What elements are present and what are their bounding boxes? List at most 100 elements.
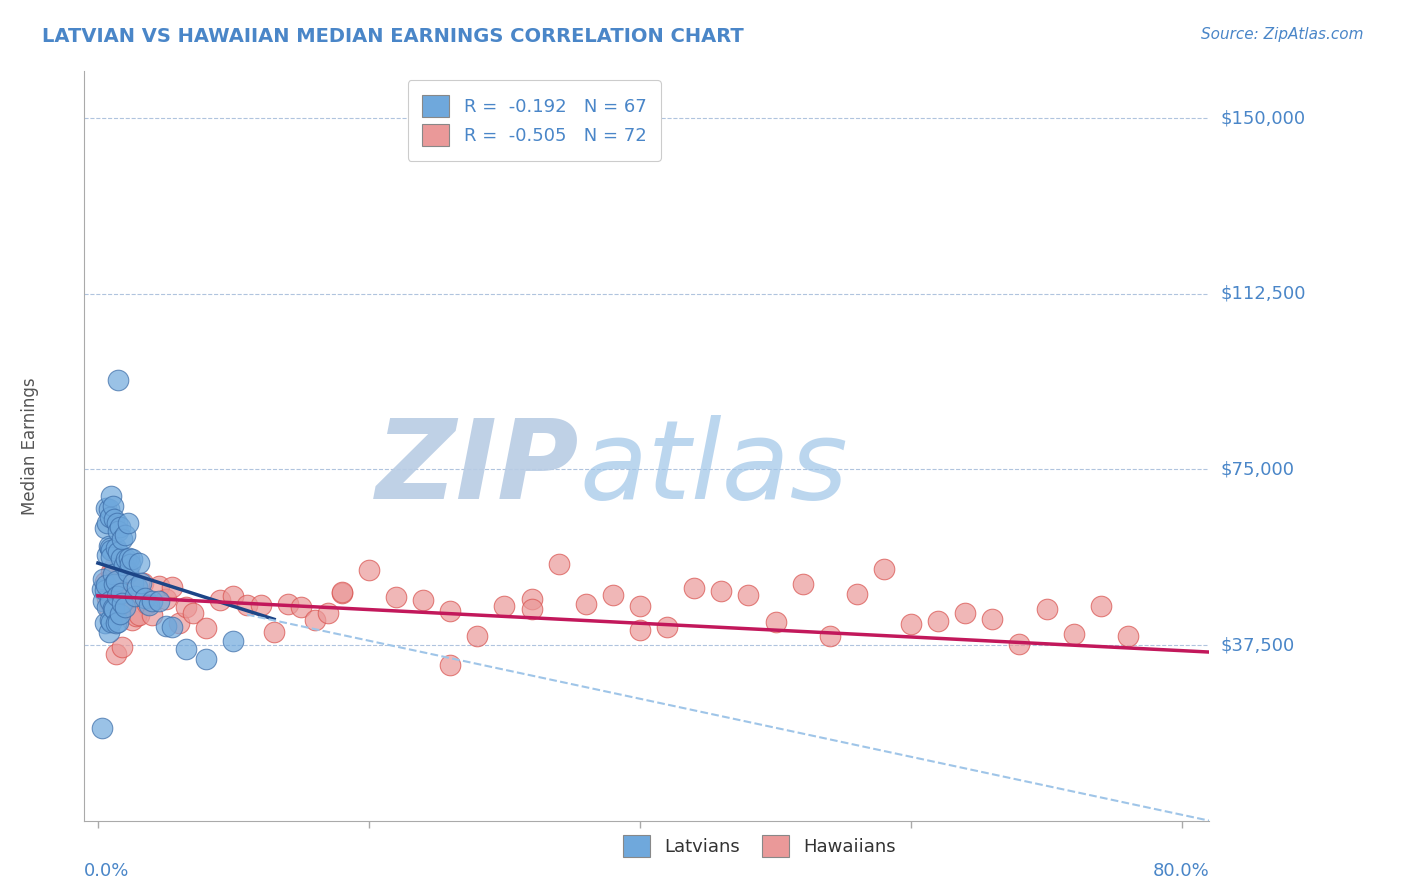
Point: [105, 516, 128, 530]
Text: Source: ZipAtlas.com: Source: ZipAtlas.com: [1201, 27, 1364, 42]
Point: [128, 556, 150, 570]
Point: [129, 575, 152, 590]
Point: [107, 373, 129, 387]
Point: [792, 576, 814, 591]
Point: [1035, 601, 1057, 615]
Point: [103, 602, 125, 616]
Point: [96, 600, 118, 615]
Point: [97, 601, 120, 615]
Point: [111, 532, 134, 546]
Point: [103, 577, 125, 591]
Point: [195, 652, 218, 666]
Point: [818, 629, 841, 643]
Point: [91, 572, 114, 586]
Point: [98, 593, 121, 607]
Point: [222, 633, 245, 648]
Point: [93, 615, 115, 630]
Point: [98, 596, 121, 610]
Text: $37,500: $37,500: [1220, 636, 1295, 654]
Point: [520, 602, 543, 616]
Point: [263, 624, 285, 639]
Point: [385, 591, 408, 605]
Point: [103, 512, 125, 526]
Point: [103, 559, 125, 574]
Point: [105, 578, 128, 592]
Point: [105, 589, 128, 603]
Point: [290, 599, 312, 614]
Point: [117, 516, 139, 530]
Point: [467, 630, 489, 644]
Point: [98, 613, 121, 627]
Point: [97, 625, 120, 640]
Point: [108, 607, 131, 621]
Point: [94, 501, 117, 516]
Text: 0.0%: 0.0%: [84, 862, 129, 880]
Point: [737, 588, 759, 602]
Point: [111, 640, 134, 654]
Text: ZIP: ZIP: [375, 415, 579, 522]
Point: [1116, 630, 1139, 644]
Point: [141, 593, 163, 607]
Text: $75,000: $75,000: [1220, 460, 1295, 478]
Point: [107, 524, 129, 538]
Point: [1008, 637, 1031, 651]
Point: [124, 589, 146, 603]
Point: [155, 591, 177, 606]
Point: [134, 591, 156, 606]
Point: [845, 587, 868, 601]
Point: [91, 582, 114, 596]
Point: [117, 565, 139, 579]
Point: [195, 621, 218, 635]
Text: atlas: atlas: [579, 415, 848, 522]
Point: [91, 721, 114, 735]
Point: [138, 598, 160, 612]
Point: [96, 549, 118, 563]
Point: [765, 615, 787, 630]
Point: [98, 541, 121, 555]
Point: [98, 510, 121, 524]
Text: $150,000: $150,000: [1220, 109, 1305, 128]
Point: [131, 576, 153, 591]
Text: 80.0%: 80.0%: [1153, 862, 1209, 880]
Point: [439, 604, 461, 618]
Point: [111, 596, 134, 610]
Point: [1063, 627, 1085, 641]
Point: [100, 543, 122, 558]
Point: [96, 591, 118, 606]
Point: [104, 541, 127, 555]
Point: [628, 623, 651, 637]
Point: [628, 599, 651, 613]
Point: [1090, 599, 1112, 613]
Point: [330, 584, 353, 599]
Point: [100, 489, 122, 503]
Point: [107, 544, 129, 558]
Point: [148, 594, 170, 608]
Point: [162, 580, 184, 594]
Point: [121, 551, 143, 566]
Point: [112, 598, 135, 612]
Point: [101, 599, 124, 613]
Point: [93, 582, 115, 597]
Point: [412, 593, 434, 607]
Point: [118, 551, 141, 566]
Point: [100, 565, 122, 579]
Point: [114, 527, 136, 541]
Point: [710, 584, 733, 599]
Text: LATVIAN VS HAWAIIAN MEDIAN EARNINGS CORRELATION CHART: LATVIAN VS HAWAIIAN MEDIAN EARNINGS CORR…: [42, 27, 744, 45]
Point: [121, 613, 143, 627]
Point: [900, 616, 922, 631]
Point: [115, 552, 138, 566]
Point: [107, 587, 129, 601]
Point: [141, 608, 163, 623]
Point: [101, 499, 124, 513]
Point: [155, 619, 177, 633]
Point: [110, 591, 132, 606]
Point: [104, 615, 127, 630]
Point: [100, 615, 122, 630]
Point: [927, 614, 949, 628]
Point: [114, 591, 136, 606]
Point: [494, 599, 516, 613]
Point: [148, 579, 170, 593]
Point: [174, 641, 197, 656]
Point: [208, 592, 231, 607]
